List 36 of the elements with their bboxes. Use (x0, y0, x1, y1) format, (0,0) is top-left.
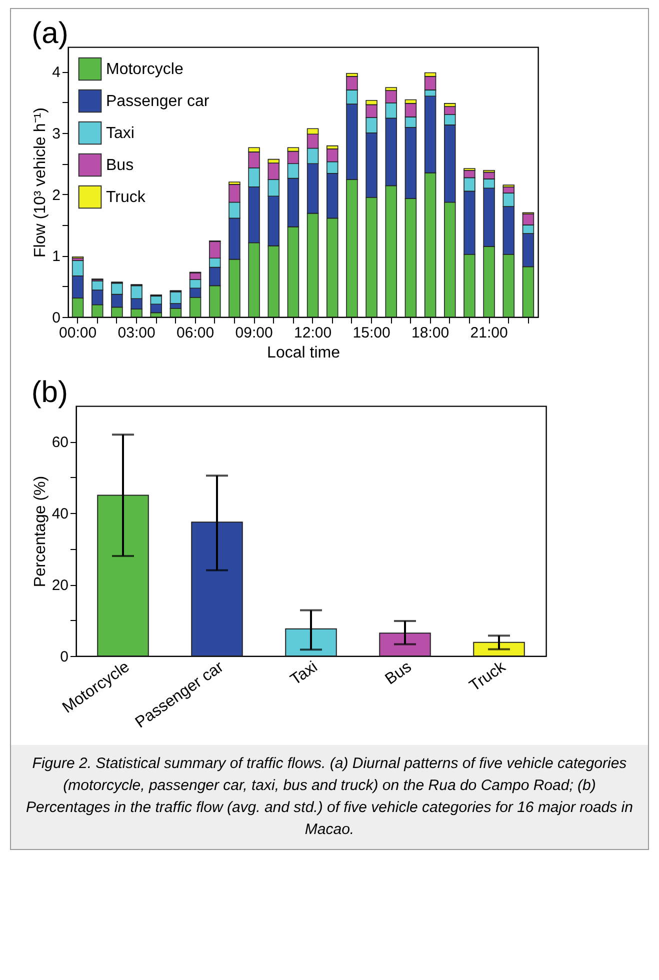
bar (473, 642, 525, 656)
bar (379, 632, 431, 656)
x-tick-label: 15:00 (352, 324, 390, 342)
x-tick-label: 09:00 (235, 324, 273, 342)
legend-label: Taxi (106, 125, 134, 142)
legend-label: Bus (106, 157, 134, 174)
x-tick-label: 00:00 (59, 324, 97, 342)
x-tick-label: 21:00 (470, 324, 508, 342)
y-tick-label: 3 (52, 125, 60, 142)
bar (97, 494, 149, 656)
chart-title: (a) (32, 17, 68, 50)
y-tick-label: 2 (52, 186, 60, 204)
y-tick-label: 0 (52, 310, 60, 326)
y-tick-label: 60 (52, 434, 68, 452)
y-tick-label: 20 (52, 577, 68, 594)
bar (285, 628, 337, 656)
x-tick-label: 12:00 (294, 324, 332, 342)
y-tick-label: 40 (52, 506, 68, 523)
chart-title: (b) (31, 376, 68, 409)
x-axis-title: Local time (267, 344, 340, 362)
y-axis-title: Flow (10³ vehicle h⁻¹) (32, 108, 50, 258)
legend-label: Passenger car (106, 93, 210, 110)
x-tick-label: Bus (382, 658, 415, 688)
x-tick-label: 03:00 (118, 324, 156, 342)
legend-label: Motorcycle (106, 61, 184, 78)
legend-label: Truck (106, 189, 146, 206)
x-tick-label: 18:00 (412, 324, 450, 342)
x-tick-label: Truck (466, 658, 510, 696)
y-axis-title: Percentage (%) (32, 476, 49, 588)
x-tick-label: 06:00 (176, 324, 214, 342)
x-tick-label: Taxi (288, 658, 321, 689)
y-tick-label: 1 (52, 248, 60, 266)
y-tick-label: 0 (60, 648, 68, 666)
y-tick-label: 4 (52, 64, 60, 82)
caption: Figure 2. Statistical summary of traffic flows. (a) Diurnal patterns of five vehicle categories (motorcycle, passenger car, taxi, bus and truck) on the Rua do Campo Road; (b) Percentages in the traffic flow (avg. and std.) of five vehicle categories for 16 major roads in Macao. (11, 745, 648, 849)
bar (191, 522, 243, 656)
